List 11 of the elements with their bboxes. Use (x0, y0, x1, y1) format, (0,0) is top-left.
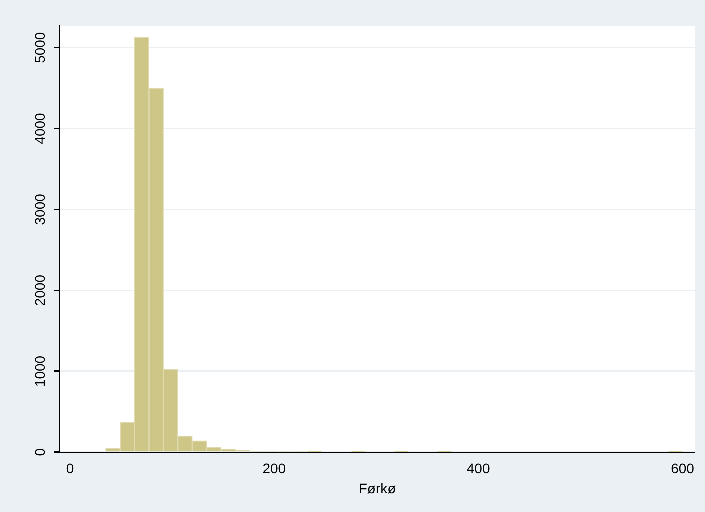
x-tick-label: 600 (671, 460, 695, 477)
x-axis-title: Førkø (358, 480, 397, 496)
y-tick-label: 1000 (32, 356, 48, 388)
y-tick-label: 2000 (32, 274, 48, 306)
y-tick-label: 3000 (32, 194, 48, 226)
x-tick-label: 400 (466, 460, 490, 477)
y-tick-label: 0 (32, 448, 48, 456)
x-tick-label: 0 (66, 460, 74, 477)
x-tick-label: 200 (262, 460, 286, 477)
y-tick-label: 4000 (32, 112, 48, 144)
y-tick-label: 5000 (32, 32, 48, 64)
